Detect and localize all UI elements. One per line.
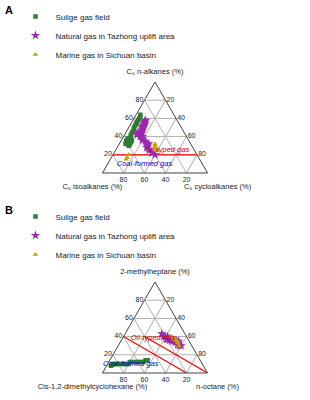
svg-text:80: 80 (136, 296, 144, 303)
svg-text:40: 40 (162, 376, 170, 383)
svg-text:C₆ n-alkanes (%): C₆ n-alkanes (%) (127, 67, 184, 76)
svg-text:A: A (5, 4, 13, 16)
svg-text:2-methylheptane (%): 2-methylheptane (%) (120, 267, 190, 276)
svg-text:80: 80 (136, 96, 144, 103)
svg-text:40: 40 (115, 332, 123, 339)
svg-text:C₆ cycloalkanes (%): C₆ cycloalkanes (%) (184, 182, 252, 191)
svg-text:Marine gas in Sichuan basin: Marine gas in Sichuan basin (56, 251, 157, 260)
svg-text:40: 40 (177, 314, 185, 321)
svg-text:Natural gas in Tazhong uplift: Natural gas in Tazhong uplift area (56, 232, 176, 241)
svg-text:C₆ isoalkanes (%): C₆ isoalkanes (%) (63, 182, 123, 191)
svg-text:40: 40 (162, 176, 170, 183)
svg-text:60: 60 (188, 132, 196, 139)
svg-text:Coal-formed gas: Coal-formed gas (103, 359, 159, 368)
svg-text:60: 60 (141, 376, 149, 383)
svg-text:Natural gas in Tazhong uplift: Natural gas in Tazhong uplift area (56, 32, 176, 41)
svg-text:80: 80 (120, 176, 128, 183)
svg-text:Coal-formed gas: Coal-formed gas (117, 159, 173, 168)
svg-text:80: 80 (120, 376, 128, 383)
svg-text:20: 20 (183, 376, 191, 383)
svg-text:20: 20 (104, 350, 112, 357)
svg-text:Sulige gas field: Sulige gas field (56, 213, 110, 222)
svg-text:60: 60 (125, 114, 133, 121)
svg-text:20: 20 (183, 176, 191, 183)
svg-text:60: 60 (125, 314, 133, 321)
svg-text:40: 40 (177, 114, 185, 121)
svg-text:80: 80 (198, 150, 206, 157)
svg-text:80: 80 (198, 350, 206, 357)
svg-text:n-octane (%): n-octane (%) (196, 382, 239, 391)
svg-text:40: 40 (115, 132, 123, 139)
svg-text:20: 20 (167, 296, 175, 303)
svg-text:60: 60 (188, 332, 196, 339)
svg-text:Sulige gas field: Sulige gas field (56, 13, 110, 22)
svg-text:60: 60 (141, 176, 149, 183)
svg-text:Marine gas in Sichuan basin: Marine gas in Sichuan basin (56, 51, 157, 60)
svg-text:B: B (5, 204, 13, 216)
svg-text:Cis-1,2-dimethylcyclohexane (%: Cis-1,2-dimethylcyclohexane (%) (38, 382, 148, 391)
svg-text:20: 20 (104, 150, 112, 157)
svg-text:20: 20 (167, 96, 175, 103)
svg-text:Oil-typed gas: Oil-typed gas (131, 333, 175, 342)
svg-text:Oil-typed gas: Oil-typed gas (145, 145, 189, 154)
